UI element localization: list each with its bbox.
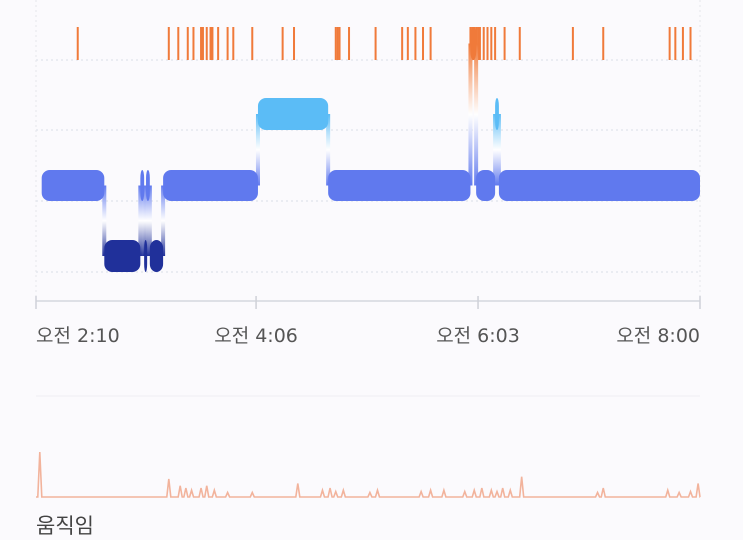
stage-transitions <box>102 43 501 256</box>
awake-tick <box>348 27 351 60</box>
awake-tick <box>293 27 296 60</box>
awake-tick <box>478 27 481 60</box>
awake-tick <box>422 27 425 60</box>
stage-transition <box>493 114 498 186</box>
movement-line <box>36 451 701 498</box>
stage-transition <box>255 114 260 186</box>
stage-block-rem <box>257 98 329 130</box>
awake-tick <box>201 27 204 60</box>
awake-tick <box>251 27 254 60</box>
stage-transition <box>147 185 152 256</box>
awake-tick <box>494 27 497 60</box>
awake-tick <box>226 27 229 60</box>
awake-tick <box>211 27 214 60</box>
awake-tick <box>602 27 605 60</box>
x-tick-label: 오전 4:06 <box>214 325 298 347</box>
stage-block-light <box>146 170 150 201</box>
awake-tick <box>689 27 692 60</box>
awake-tick <box>486 27 489 60</box>
stage-block-deep <box>149 240 164 272</box>
awake-tick <box>167 27 170 60</box>
stage-transition <box>496 114 501 186</box>
x-axis <box>35 296 701 309</box>
stage-block-light <box>41 170 105 201</box>
stage-block-light <box>476 170 496 201</box>
awake-tick <box>209 27 212 60</box>
awake-tick <box>414 27 417 60</box>
stage-block-deep <box>104 240 141 272</box>
awake-tick <box>336 27 339 60</box>
awake-tick <box>429 27 432 60</box>
stage-transition <box>468 43 473 186</box>
movement-chart <box>36 395 701 498</box>
stage-block-light <box>498 170 700 201</box>
stage-block-deep <box>144 240 148 272</box>
x-tick-label: 오전 8:00 <box>616 325 700 347</box>
stage-block-light <box>163 170 258 201</box>
awake-tick <box>177 27 180 60</box>
awake-tick <box>186 27 189 60</box>
awake-tick <box>76 27 79 60</box>
awake-tick <box>482 27 485 60</box>
awake-tick <box>668 27 671 60</box>
stage-transition <box>144 185 149 256</box>
awake-tick <box>281 27 284 60</box>
stage-block-rem <box>495 98 499 130</box>
awake-tick <box>406 27 409 60</box>
awake-tick <box>338 27 341 60</box>
stage-transition <box>474 43 479 186</box>
movement-title: 움직임 <box>36 514 94 538</box>
awake-tick <box>192 27 195 60</box>
stage-transition <box>102 185 107 256</box>
x-tick-label: 오전 6:03 <box>436 325 520 347</box>
awake-tick <box>374 27 377 60</box>
awake-tick <box>571 27 574 60</box>
awake-tick <box>503 27 506 60</box>
stage-transition <box>326 114 331 186</box>
awake-tick <box>681 27 684 60</box>
awake-tick <box>401 27 404 60</box>
awake-tick <box>334 27 337 60</box>
stage-transition <box>161 185 166 256</box>
stage-block-light <box>328 170 471 201</box>
stage-block-awake <box>470 27 477 60</box>
awake-tick <box>217 27 220 60</box>
stage-block-light <box>140 170 145 201</box>
awake-tick <box>200 27 203 60</box>
awake-tick <box>674 27 677 60</box>
x-tick-label: 오전 2:10 <box>36 325 120 347</box>
stage-blocks <box>41 27 700 272</box>
sleep-stage-chart <box>35 0 701 309</box>
awake-tick <box>490 27 493 60</box>
awake-tick <box>232 27 235 60</box>
awake-ticks <box>76 27 692 60</box>
stage-transition <box>138 185 143 256</box>
awake-tick <box>518 27 521 60</box>
awake-tick <box>205 27 208 60</box>
